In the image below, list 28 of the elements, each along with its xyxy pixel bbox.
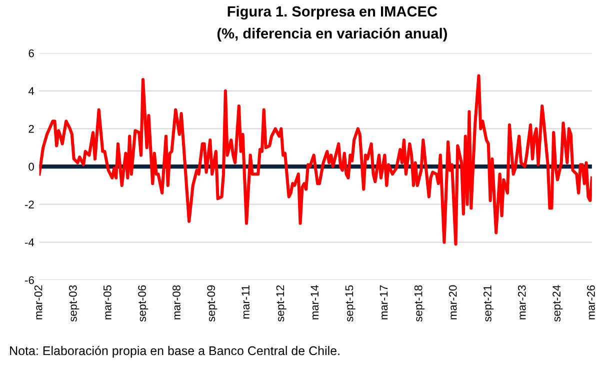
- y-tick-label: -4: [25, 238, 34, 246]
- x-tick-label: sept-12: [276, 285, 286, 322]
- x-tick-label: mar-02: [34, 285, 42, 320]
- y-tick-label: 4: [28, 87, 34, 95]
- x-tick-label: mar-14: [310, 285, 319, 320]
- x-tick-label: mar-08: [172, 285, 180, 320]
- x-tick-label: mar-11: [242, 285, 250, 318]
- x-tick-label: sept-24: [552, 285, 563, 322]
- x-tick-label: sept-06: [138, 285, 148, 322]
- x-tick-label: mar-05: [103, 285, 112, 320]
- y-tick-label: 6: [28, 49, 34, 58]
- line-series: [39, 74, 592, 246]
- x-tick-label: sept-21: [484, 285, 494, 322]
- y-tick-label: 2: [28, 124, 34, 133]
- y-tick-label: 0: [28, 162, 34, 171]
- x-tick-label: sept-18: [414, 285, 424, 322]
- y-tick-label: -2: [25, 200, 34, 208]
- x-tick-label: mar-17: [380, 285, 388, 320]
- x-tick-label: sept-15: [345, 285, 356, 322]
- x-tick-label: sept-09: [207, 285, 218, 322]
- y-tick-label: -6: [25, 276, 34, 284]
- x-tick-label: mar-26: [587, 285, 595, 320]
- chart-title: Figura 1. Sorpresa en IMACEC: [228, 6, 438, 20]
- x-tick-label: sept-03: [68, 285, 80, 322]
- text: Nota: Elaboración propia en base a Banco Central de Chile.: [10, 346, 340, 358]
- x-tick-label: mar-23: [518, 285, 526, 320]
- x-tick-label: mar-20: [448, 285, 457, 320]
- chart-subtitle: (%, diferencia en variación anual): [217, 28, 447, 42]
